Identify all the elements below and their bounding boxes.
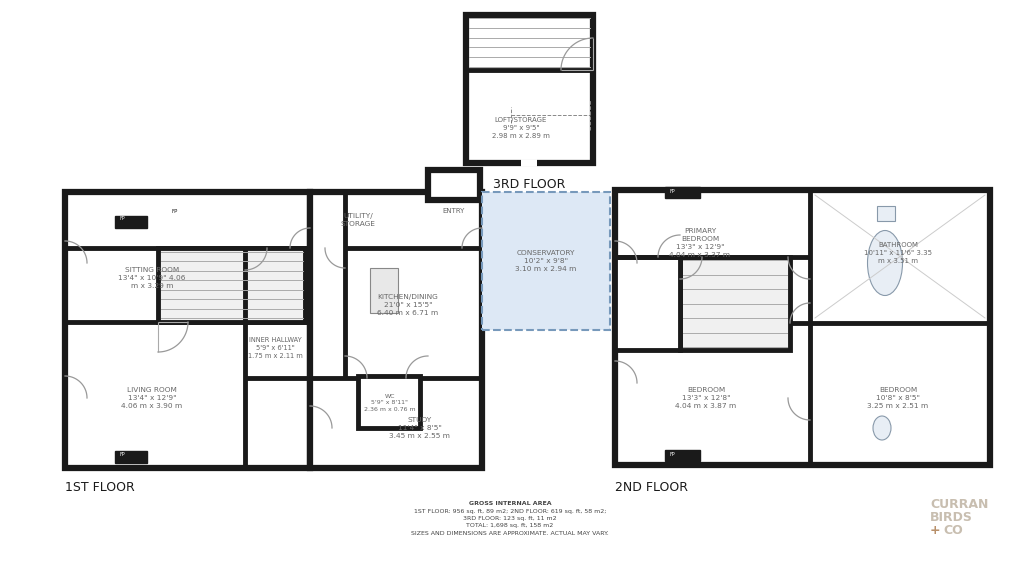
Text: CONSERVATORY
10'2" x 9'8"
3.10 m x 2.94 m: CONSERVATORY 10'2" x 9'8" 3.10 m x 2.94 …	[515, 250, 576, 272]
Bar	[310, 192, 482, 468]
Text: 3RD FLOOR: 3RD FLOOR	[493, 178, 566, 191]
Bar	[305, 192, 315, 468]
Text: BEDROOM
13'3" x 12'8"
4.04 m x 3.87 m: BEDROOM 13'3" x 12'8" 4.04 m x 3.87 m	[675, 387, 736, 409]
Bar	[482, 192, 609, 330]
Text: LOFT/STORAGE
9'9" x 9'5"
2.98 m x 2.89 m: LOFT/STORAGE 9'9" x 9'5" 2.98 m x 2.89 m	[491, 117, 549, 139]
Text: SITTING ROOM
13'4" x 10'9" 4.06
m x 3.29 m: SITTING ROOM 13'4" x 10'9" 4.06 m x 3.29…	[118, 267, 185, 289]
Bar	[614, 257, 680, 350]
Text: STUDY
11'4" x 8'5"
3.45 m x 2.55 m: STUDY 11'4" x 8'5" 3.45 m x 2.55 m	[389, 417, 450, 439]
Text: 1ST FLOOR: 956 sq. ft, 89 m2; 2ND FLOOR: 619 sq. ft, 58 m2;: 1ST FLOOR: 956 sq. ft, 89 m2; 2ND FLOOR:…	[414, 508, 605, 513]
Text: BEDROOM
10'8" x 8'5"
3.25 m x 2.51 m: BEDROOM 10'8" x 8'5" 3.25 m x 2.51 m	[866, 387, 927, 409]
Text: FP: FP	[171, 209, 178, 214]
Text: TOTAL: 1,698 sq. ft, 158 m2: TOTAL: 1,698 sq. ft, 158 m2	[466, 524, 553, 528]
Text: +: +	[929, 524, 940, 537]
Bar	[466, 15, 592, 163]
Bar	[664, 450, 699, 461]
Text: WC
5'9" x 8'11"
2.36 m x 0.76 m: WC 5'9" x 8'11" 2.36 m x 0.76 m	[364, 394, 416, 412]
Bar	[115, 216, 147, 228]
Ellipse shape	[872, 416, 891, 440]
Text: INNER HALLWAY
5'9" x 6'11"
1.75 m x 2.11 m: INNER HALLWAY 5'9" x 6'11" 1.75 m x 2.11…	[248, 337, 302, 359]
Text: CO: CO	[943, 524, 962, 537]
Text: KITCHEN/DINING
21'0" x 15'5"
6.40 m x 6.71 m: KITCHEN/DINING 21'0" x 15'5" 6.40 m x 6.…	[377, 294, 438, 316]
Bar	[65, 192, 310, 468]
Bar	[614, 190, 989, 465]
Bar	[115, 451, 147, 463]
Bar	[664, 187, 699, 198]
Text: BIRDS: BIRDS	[929, 511, 972, 524]
Text: UTILITY/
STORAGE: UTILITY/ STORAGE	[340, 213, 375, 227]
Text: FP: FP	[119, 215, 124, 221]
Ellipse shape	[866, 230, 902, 296]
Text: FP: FP	[668, 189, 675, 194]
Bar	[428, 170, 480, 200]
Text: SIZES AND DIMENSIONS ARE APPROXIMATE. ACTUAL MAY VARY.: SIZES AND DIMENSIONS ARE APPROXIMATE. AC…	[411, 531, 608, 536]
Text: FP: FP	[119, 453, 124, 457]
Text: PRIMARY
BEDROOM
13'3" x 12'9"
4.04 m x 3.37 m: PRIMARY BEDROOM 13'3" x 12'9" 4.04 m x 3…	[668, 228, 730, 258]
Bar	[158, 248, 305, 322]
Text: CURRAN: CURRAN	[929, 498, 987, 511]
Bar	[876, 206, 894, 221]
Text: 1ST FLOOR: 1ST FLOOR	[65, 481, 135, 494]
Bar	[680, 257, 790, 350]
Text: LIVING ROOM
13'4" x 12'9"
4.06 m x 3.90 m: LIVING ROOM 13'4" x 12'9" 4.06 m x 3.90 …	[121, 387, 182, 409]
Text: 3RD FLOOR: 123 sq. ft, 11 m2: 3RD FLOOR: 123 sq. ft, 11 m2	[463, 516, 556, 521]
Text: FP: FP	[668, 452, 675, 457]
Text: ENTRY: ENTRY	[442, 208, 465, 214]
Bar	[370, 268, 397, 313]
Text: 2ND FLOOR: 2ND FLOOR	[614, 481, 688, 494]
Text: BATHROOM
10'11" x 11'6" 3.35
m x 3.51 m: BATHROOM 10'11" x 11'6" 3.35 m x 3.51 m	[863, 242, 931, 264]
Bar	[358, 376, 420, 428]
Text: GROSS INTERNAL AREA: GROSS INTERNAL AREA	[468, 501, 551, 506]
